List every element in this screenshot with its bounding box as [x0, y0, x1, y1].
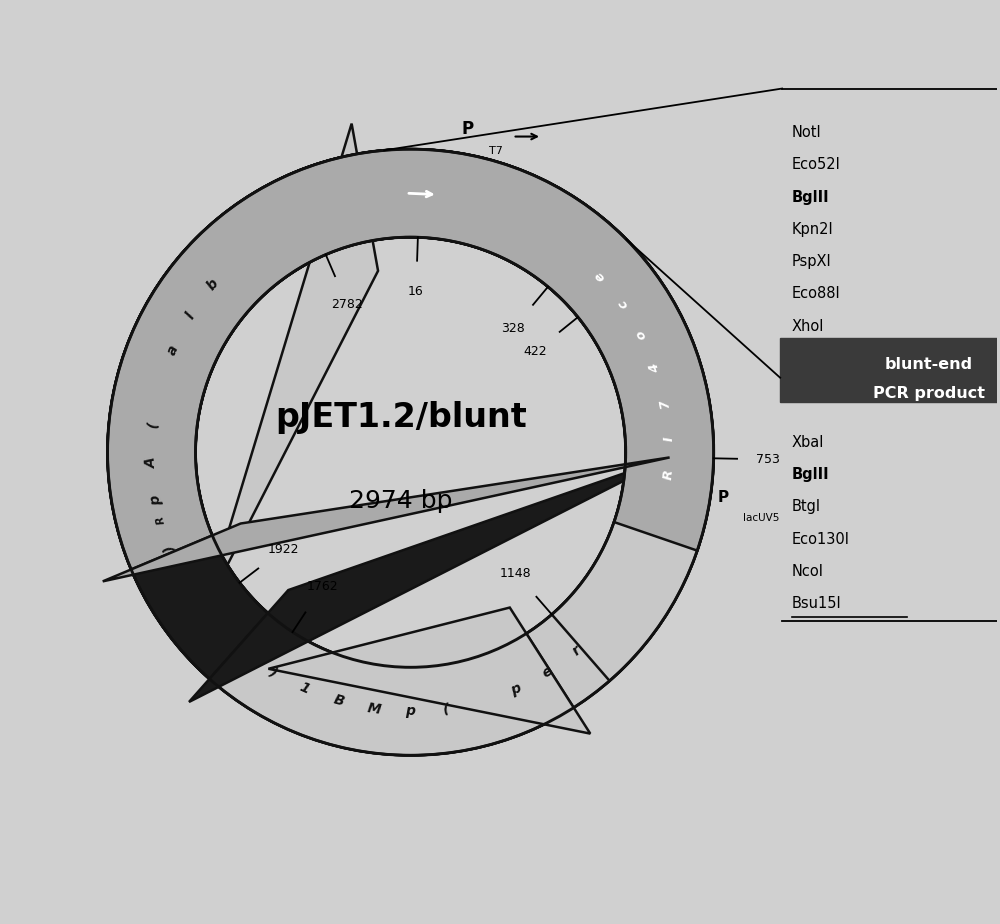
Polygon shape: [108, 149, 646, 679]
Text: A: A: [145, 457, 159, 468]
FancyBboxPatch shape: [780, 337, 1000, 402]
Polygon shape: [108, 149, 714, 569]
Text: Eco52I: Eco52I: [792, 157, 841, 172]
Polygon shape: [411, 149, 421, 237]
Text: p: p: [508, 681, 523, 698]
Text: Eco130I: Eco130I: [792, 531, 850, 546]
Text: NcoI: NcoI: [792, 564, 824, 578]
Text: Eco88I: Eco88I: [792, 286, 841, 301]
Text: PspXI: PspXI: [792, 254, 832, 269]
Polygon shape: [548, 219, 623, 299]
Text: (: (: [442, 701, 450, 716]
Text: BglII: BglII: [792, 467, 830, 482]
Text: l: l: [183, 310, 197, 322]
Text: o: o: [634, 328, 649, 342]
Text: P: P: [462, 120, 474, 138]
Text: I: I: [663, 436, 676, 442]
Text: B: B: [332, 693, 346, 710]
Text: pJET1.2/blunt: pJET1.2/blunt: [275, 400, 527, 433]
Text: blunt-end: blunt-end: [885, 358, 973, 372]
Text: 422: 422: [524, 345, 547, 358]
Text: M: M: [366, 700, 382, 717]
Text: 2974 bp: 2974 bp: [349, 489, 453, 513]
Polygon shape: [561, 237, 646, 317]
Polygon shape: [189, 457, 670, 702]
Text: ): ): [162, 543, 178, 554]
Text: XhoI: XhoI: [792, 319, 824, 334]
Text: PCR product: PCR product: [873, 386, 985, 401]
Text: 1922: 1922: [267, 543, 299, 556]
Wedge shape: [108, 149, 714, 755]
Text: 1: 1: [297, 680, 312, 697]
Polygon shape: [268, 608, 590, 734]
Text: r: r: [570, 643, 584, 659]
Text: Bsu15I: Bsu15I: [792, 596, 842, 611]
Text: XbaI: XbaI: [792, 435, 824, 450]
Text: 753: 753: [756, 453, 780, 466]
Text: e: e: [592, 268, 608, 284]
Text: p: p: [148, 494, 164, 507]
Polygon shape: [108, 149, 714, 755]
Text: e: e: [540, 663, 555, 681]
Text: 2782: 2782: [331, 298, 363, 311]
Text: T7: T7: [489, 146, 503, 156]
Text: 4: 4: [648, 361, 663, 374]
Text: lacUV5: lacUV5: [743, 514, 779, 523]
Polygon shape: [103, 457, 670, 581]
Text: 328: 328: [501, 322, 525, 335]
Text: R: R: [155, 515, 166, 525]
Text: NotI: NotI: [792, 125, 822, 140]
Polygon shape: [205, 124, 378, 609]
Text: c: c: [615, 297, 631, 310]
Text: BglII: BglII: [792, 189, 830, 204]
Text: 1762: 1762: [307, 579, 338, 593]
Text: 16: 16: [408, 286, 424, 298]
Text: 7: 7: [658, 397, 672, 408]
Text: Kpn2I: Kpn2I: [792, 222, 834, 237]
Text: ): ): [266, 664, 279, 679]
Text: a: a: [164, 343, 181, 358]
Text: 1148: 1148: [500, 566, 532, 579]
Polygon shape: [108, 149, 714, 755]
Text: R: R: [662, 469, 676, 480]
Text: b: b: [204, 276, 221, 293]
Text: (: (: [146, 420, 160, 428]
Text: BtgI: BtgI: [792, 499, 821, 515]
Text: p: p: [405, 704, 415, 718]
Text: P: P: [718, 491, 729, 505]
